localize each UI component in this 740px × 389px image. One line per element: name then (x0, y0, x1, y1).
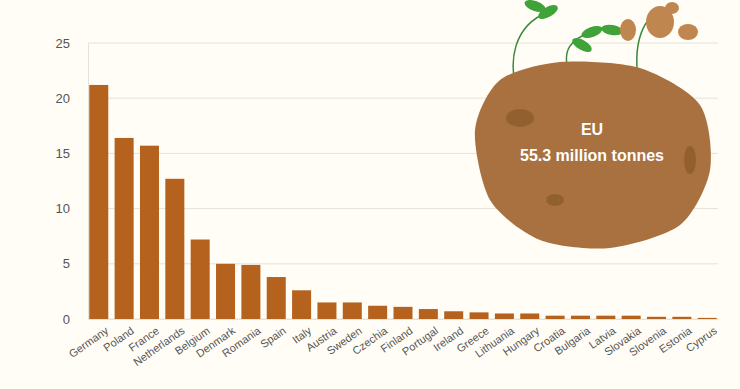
potato-spot (506, 109, 534, 127)
annotation: 55.3 million tonnes (520, 147, 664, 164)
x-tick: Spain (258, 319, 288, 350)
bar (520, 313, 539, 319)
bar (672, 317, 691, 319)
bar (317, 302, 336, 319)
small-potato (620, 19, 636, 41)
y-tick: 20 (56, 91, 88, 106)
bar (444, 311, 463, 319)
y-tick-label: 25 (56, 36, 70, 51)
bar (115, 138, 134, 319)
x-tick-label: Romania (220, 324, 264, 360)
bar (165, 179, 184, 319)
y-tick: 15 (56, 146, 88, 161)
x-tick: Cyprus (684, 319, 720, 354)
grid-line (88, 43, 718, 44)
y-tick-label: 15 (56, 146, 70, 161)
y-tick-label: 0 (63, 312, 70, 327)
bar (89, 85, 108, 319)
y-tick: 5 (63, 256, 88, 271)
x-axis-line (89, 319, 719, 320)
x-tick: Romania (220, 319, 264, 359)
potato-spot (684, 146, 696, 174)
bar (267, 277, 286, 319)
x-tick-label: Spain (258, 324, 288, 350)
plot: 0 5 10 15 20 25 GermanyPolandFranceNetherlands… (56, 36, 720, 368)
bar (622, 316, 641, 319)
bar (419, 309, 438, 319)
grid (88, 43, 718, 319)
y-tick-label: 5 (63, 256, 70, 271)
bar (596, 316, 615, 319)
y-tick: 25 (56, 36, 88, 51)
potato-spot (546, 194, 564, 206)
x-tick: Bulgaria (552, 319, 593, 357)
bar (546, 316, 565, 319)
y-tick: 0 (63, 312, 88, 327)
y-tick: 10 (56, 201, 88, 216)
x-tick: Portugal (400, 319, 440, 358)
bar (216, 264, 235, 319)
leaf (523, 0, 547, 14)
potato-illustration (475, 0, 711, 249)
small-potato (665, 2, 679, 14)
y-tick-label: 20 (56, 91, 70, 106)
bar (393, 307, 412, 319)
bar (571, 316, 590, 319)
bar (191, 240, 210, 319)
potato (475, 61, 711, 248)
leaf (570, 35, 594, 55)
annotation: EU (581, 121, 603, 138)
bar (140, 146, 159, 319)
y-tick-label: 10 (56, 201, 70, 216)
y-axis-line (88, 44, 89, 320)
x-tick-label: Cyprus (684, 324, 720, 354)
small-potato (678, 24, 698, 40)
leaf (580, 24, 604, 41)
bar (495, 313, 514, 319)
bar (647, 317, 666, 319)
chart: 0 5 10 15 20 25 GermanyPolandFranceNetherlands… (0, 0, 740, 389)
bar (292, 290, 311, 319)
bar (698, 318, 717, 319)
x-axis: GermanyPolandFranceNetherlandsBelgiumDen… (67, 319, 720, 368)
x-tick: Germany (67, 319, 111, 360)
bar (470, 312, 489, 319)
bar (343, 302, 362, 319)
bar (241, 265, 260, 319)
y-axis: 0 5 10 15 20 25 (56, 36, 89, 327)
bar (368, 306, 387, 319)
